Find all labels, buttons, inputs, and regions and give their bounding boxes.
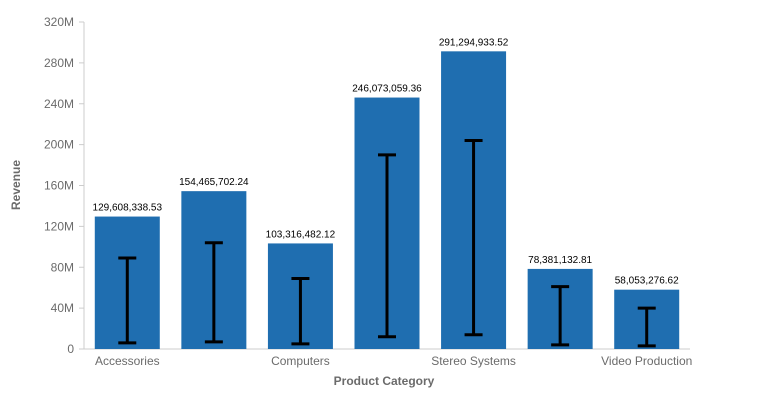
bar-value-label: 129,608,338.53 (93, 203, 163, 214)
y-tick-label: 240M (44, 97, 74, 111)
x-tick-label: Video Production (601, 354, 692, 368)
error-bar (378, 153, 396, 339)
error-bar (204, 241, 223, 344)
y-tick-label: 320M (44, 15, 74, 29)
bar-value-label: 154,465,702.24 (179, 177, 249, 188)
data-labels-group: 129,608,338.53 154,465,702.24 103,316,482.… (93, 37, 680, 286)
y-axis: 0 40M 80M 120M 160M 200M 240M 280M 320M (44, 15, 85, 356)
error-bar (551, 285, 570, 347)
x-axis: Accessories Computers Stereo Systems Video … (84, 348, 692, 368)
bar-value-label: 291,294,933.52 (439, 37, 509, 48)
error-bar (464, 139, 483, 337)
bar-value-label: 246,073,059.36 (352, 84, 422, 95)
y-tick-label: 160M (44, 179, 74, 193)
bar-value-label: 103,316,482.12 (266, 229, 336, 240)
x-axis-title: Product Category (334, 374, 435, 388)
y-axis-title: Revenue (9, 160, 23, 210)
bar-value-label: 78,381,132.81 (528, 255, 592, 266)
x-tick-label: Computers (271, 354, 330, 368)
x-tick-label: Accessories (95, 354, 160, 368)
error-bar (291, 276, 310, 346)
x-tick-label: Stereo Systems (431, 354, 516, 368)
y-tick-label: 280M (44, 56, 74, 70)
y-tick-label: 0 (67, 342, 74, 356)
error-bars-group (118, 139, 656, 348)
y-tick-label: 40M (51, 301, 74, 315)
error-bar (118, 256, 137, 345)
error-bar (637, 306, 656, 348)
bar-value-label: 58,053,276.62 (615, 276, 679, 287)
y-tick-label: 80M (51, 260, 74, 274)
y-tick-label: 120M (44, 219, 74, 233)
y-tick-label: 200M (44, 138, 74, 152)
